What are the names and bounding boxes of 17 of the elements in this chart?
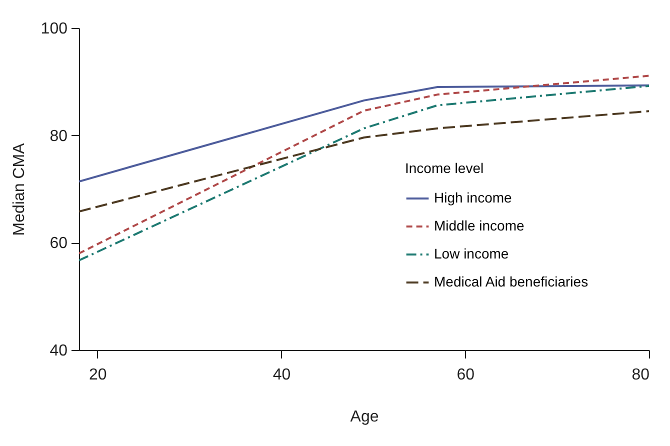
x-axis-title: Age [350,408,379,426]
line-series [79,84,649,182]
x-tick-label: 20 [88,366,107,384]
y-tick-label: 80 [50,128,68,145]
legend-title: Income level [405,160,484,176]
y-tick-label: 40 [50,342,68,360]
line-series [79,110,649,213]
x-tick-label: 80 [632,366,650,384]
legend-label: High income [434,190,512,206]
legend-label: Medical Aid beneficiaries [434,274,588,290]
y-tick-label: 100 [40,20,68,38]
legend-label: Low income [434,246,509,262]
y-tick-label: 60 [50,235,68,252]
y-axis-title: Median CMA [10,142,28,236]
x-tick-label: 40 [272,366,291,384]
legend-label: Middle income [434,218,524,234]
x-tick-label: 60 [456,366,475,384]
